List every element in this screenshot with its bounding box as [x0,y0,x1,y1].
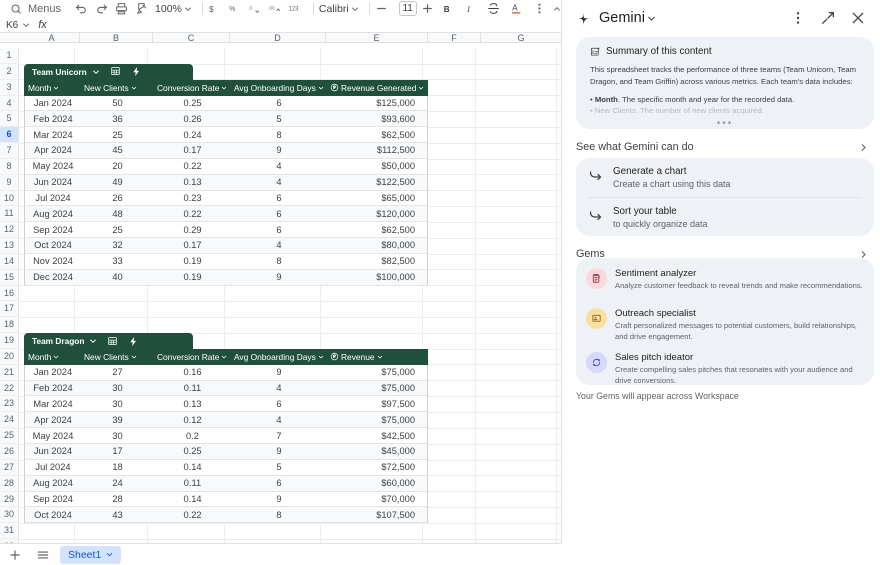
svg-text:.0: .0 [248,6,252,12]
svg-text:B: B [443,5,449,14]
svg-text:$: $ [209,5,214,14]
svg-text:.00: .00 [268,6,275,12]
svg-text:I: I [466,5,471,14]
svg-text:A: A [512,4,518,13]
svg-text:%: % [229,6,235,13]
svg-text:123: 123 [288,7,299,13]
